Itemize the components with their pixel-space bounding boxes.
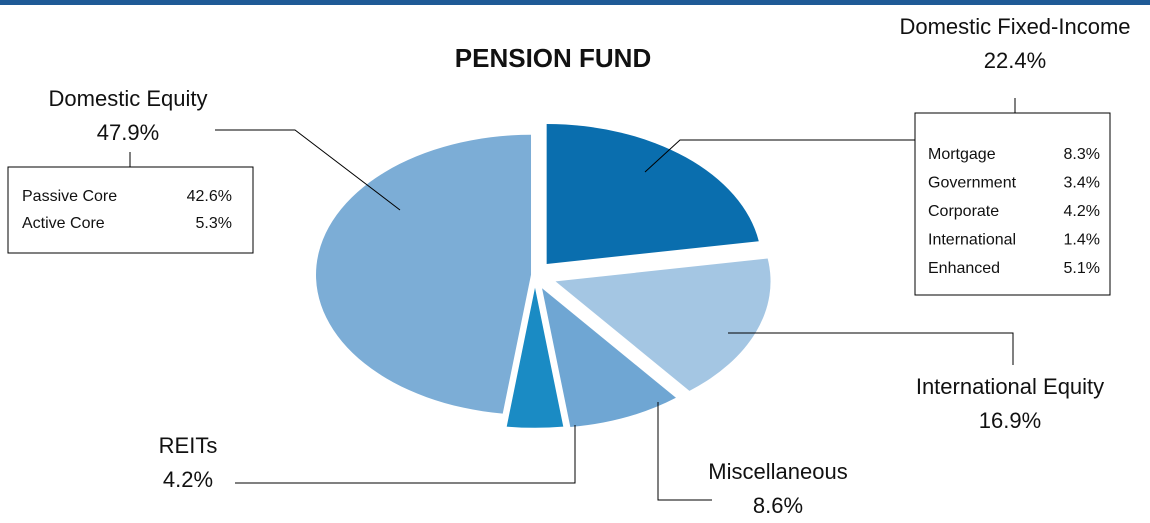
detail-value: 4.2% — [1064, 203, 1100, 220]
leader — [215, 129, 401, 211]
leader — [235, 425, 576, 484]
detail-value: 3.4% — [1064, 175, 1100, 192]
detail-value: 1.4% — [1064, 232, 1100, 249]
category-label: Miscellaneous — [708, 459, 847, 484]
value-label: 4.2% — [163, 467, 213, 492]
detail-value: 8.3% — [1064, 146, 1100, 163]
detail-value: 5.3% — [196, 215, 232, 232]
detail-label: Corporate — [928, 203, 999, 220]
pie-slice — [542, 288, 676, 428]
category-label: International Equity — [916, 374, 1104, 399]
leader — [657, 402, 712, 501]
top-bar — [0, 0, 1150, 5]
detail-value: 5.1% — [1064, 260, 1100, 277]
pie-slice — [546, 124, 759, 265]
detail-label: Active Core — [22, 215, 105, 232]
pie-slice — [555, 258, 771, 391]
category-label: Domestic Fixed-Income — [899, 14, 1130, 39]
leader — [728, 332, 1014, 365]
value-label: 16.9% — [979, 408, 1041, 433]
category-label: REITs — [159, 433, 218, 458]
leader — [644, 139, 915, 173]
category-label: Domestic Equity — [49, 86, 208, 111]
value-label: 47.9% — [97, 120, 159, 145]
detail-box — [914, 112, 1111, 296]
value-label: 22.4% — [984, 48, 1046, 73]
detail-label: Mortgage — [928, 146, 996, 163]
leader-lines — [129, 98, 1016, 501]
value-label: 8.6% — [753, 493, 803, 518]
pie — [316, 124, 771, 428]
chart-title: PENSION FUND — [455, 43, 651, 73]
pie-slice — [316, 134, 532, 414]
pie-slice — [506, 287, 564, 428]
detail-value: 42.6% — [187, 188, 232, 205]
detail-box — [7, 166, 254, 254]
detail-label: International — [928, 232, 1016, 249]
detail-label: Passive Core — [22, 188, 117, 205]
detail-label: Government — [928, 175, 1017, 192]
detail-label: Enhanced — [928, 260, 1000, 277]
labels: Domestic Fixed-Income 22.4% International … — [22, 14, 1131, 518]
